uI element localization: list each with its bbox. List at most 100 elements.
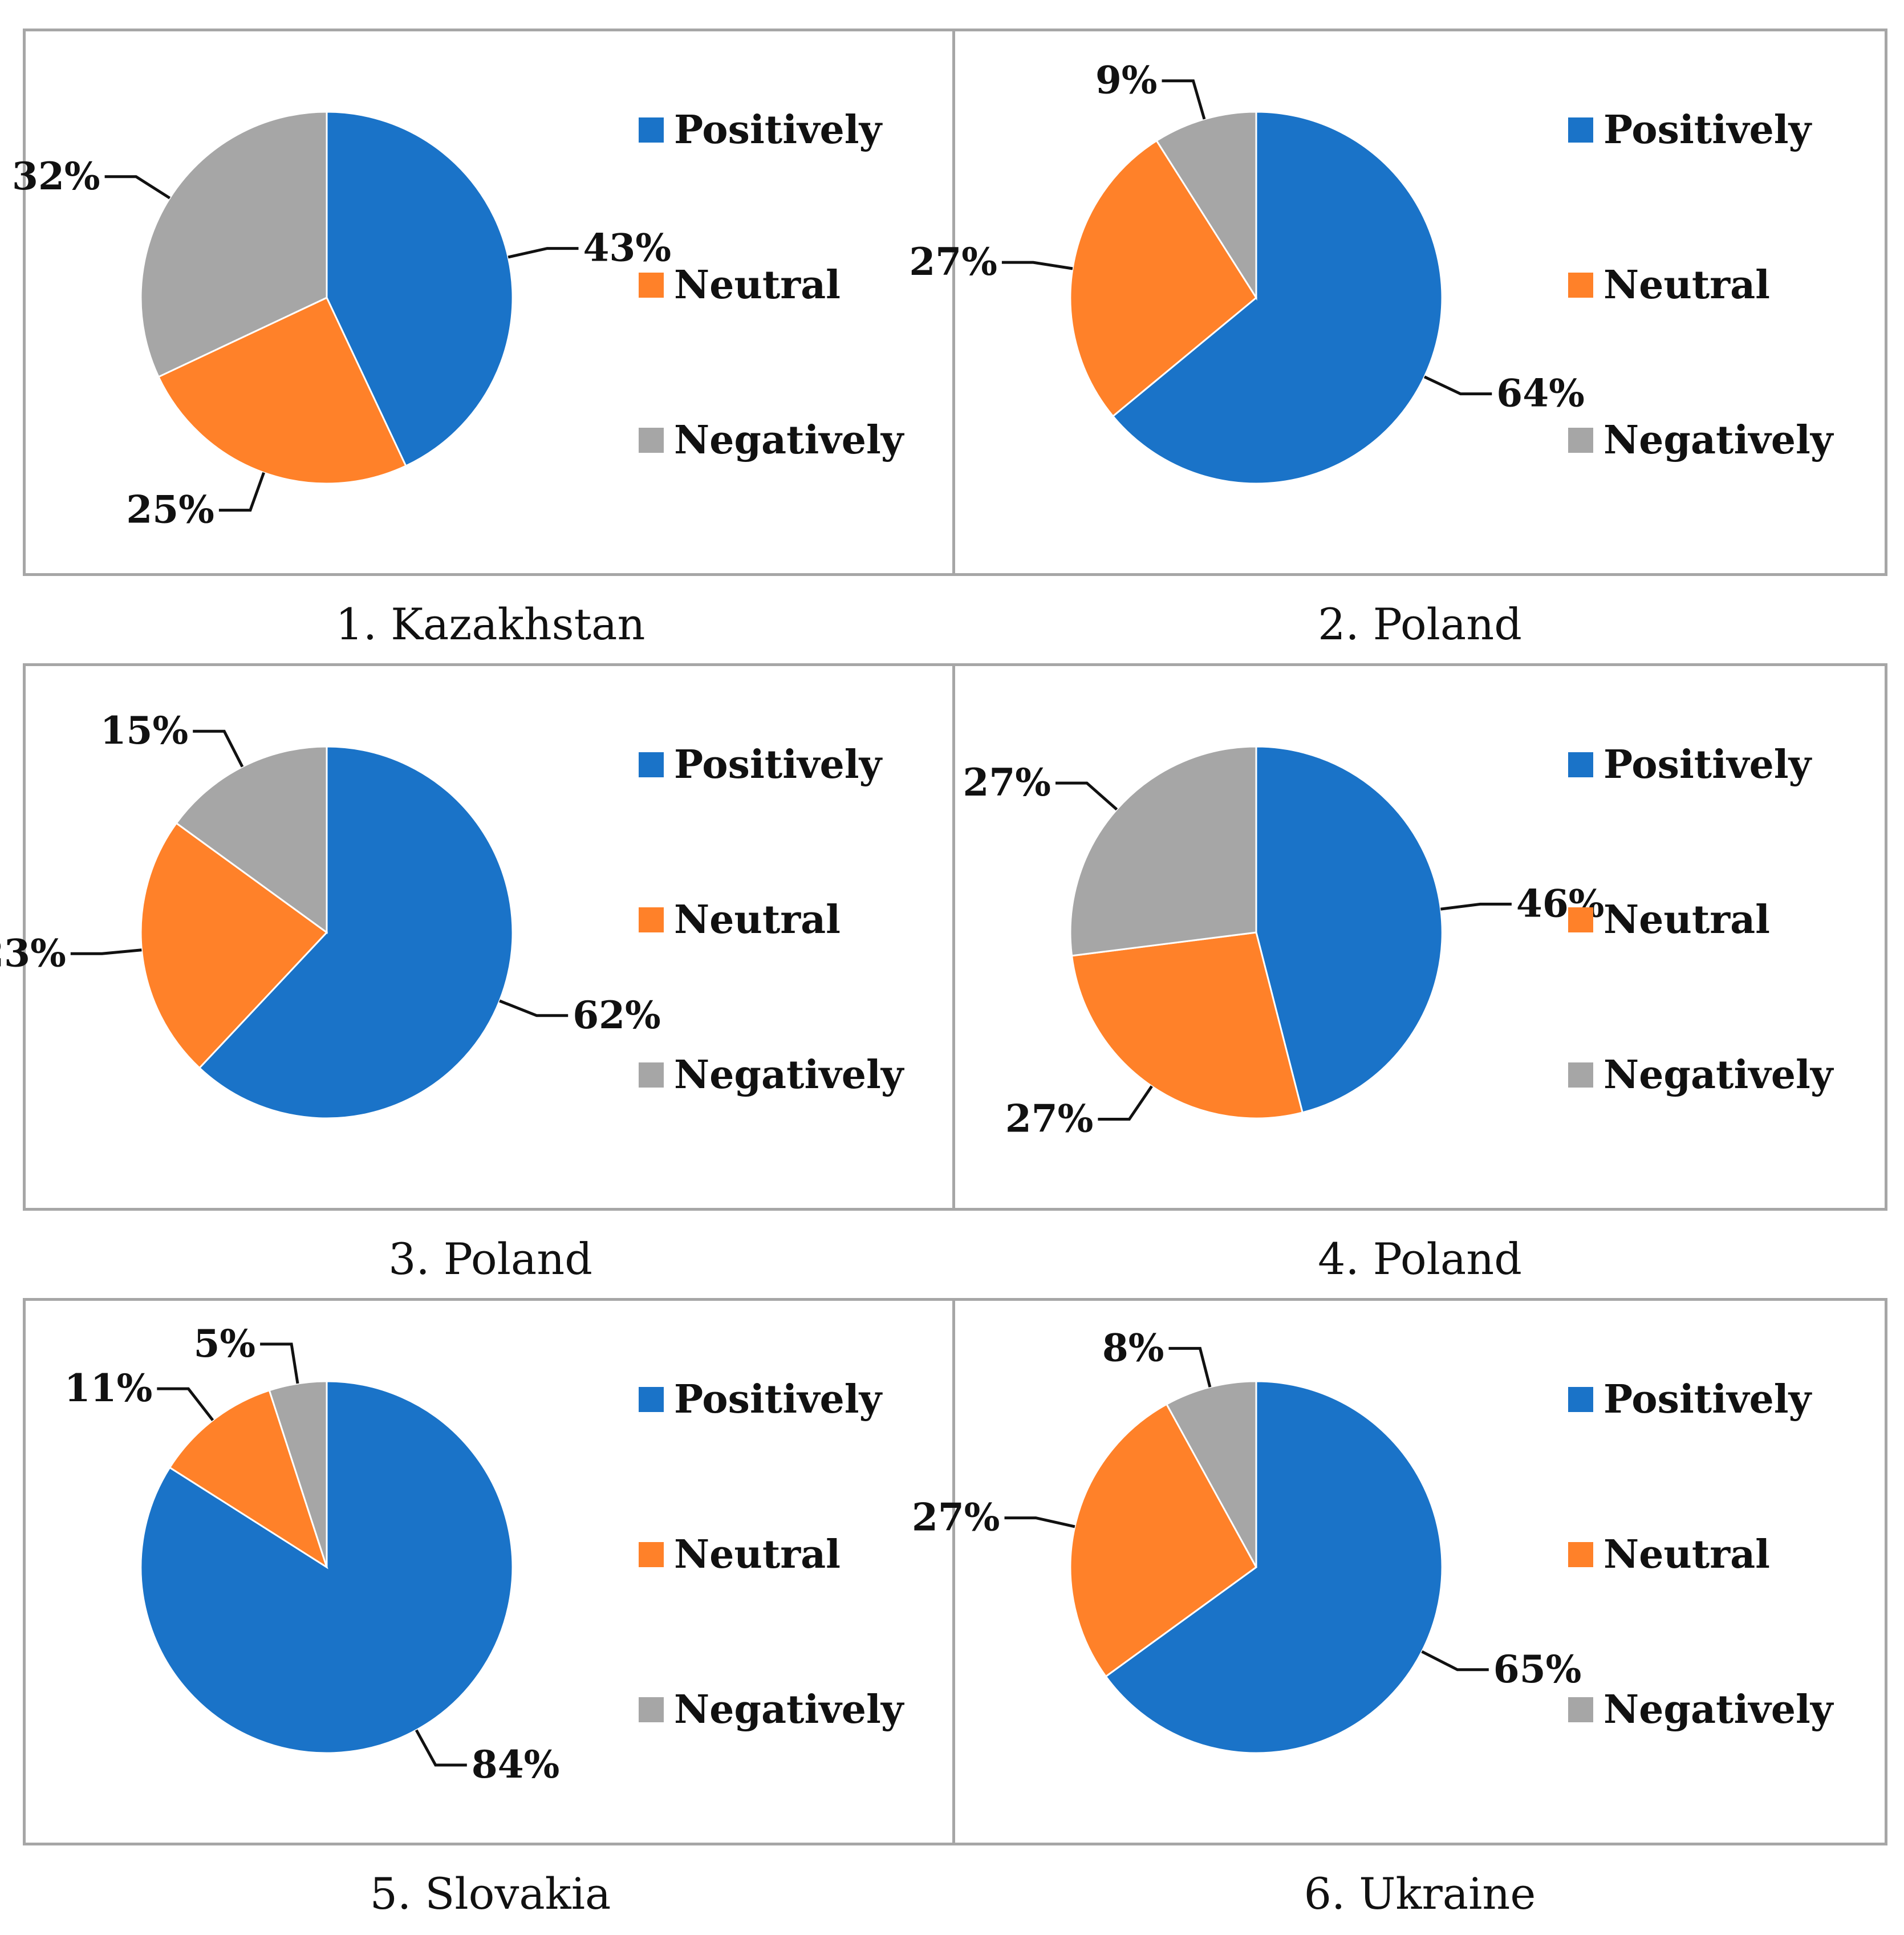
legend-label: Positively (1603, 107, 1813, 153)
legend-label: Negatively (674, 417, 905, 463)
data-label: 84% (472, 1742, 560, 1787)
pie-slice-neutral (1070, 931, 1304, 1119)
data-label: 62% (573, 993, 661, 1037)
pie-slice-negatively (175, 745, 328, 934)
legend-swatch (639, 1697, 664, 1722)
legend-label: Positively (1603, 1377, 1813, 1422)
legend-swatch (1568, 907, 1593, 932)
leader-line (157, 1387, 214, 1421)
legend-swatch (639, 1387, 664, 1412)
leader-line (1440, 902, 1512, 911)
pie-slice-neutral (168, 1389, 328, 1569)
legend-swatch (1568, 428, 1593, 453)
pie-slice-negatively (140, 111, 328, 378)
legend: Positively Neutral Negatively (639, 742, 905, 1098)
leader-line (1055, 781, 1118, 811)
pie-slice-positively (198, 745, 514, 1119)
pie-slice-positively (140, 1380, 514, 1754)
legend: Positively Neutral Negatively (639, 107, 905, 463)
pie-slice-neutral (157, 297, 407, 485)
chart-panel-4: 46% 27% 27% Positively Neutral Negatively 4. … (952, 663, 1887, 1297)
data-label: 11% (64, 1366, 153, 1410)
legend-label: Neutral (1603, 897, 1770, 943)
leader-line (1098, 1085, 1153, 1121)
pie-slices (1069, 111, 1443, 485)
pie-slice-positively (1105, 1380, 1443, 1754)
leader-line (1162, 79, 1206, 120)
leader-line (499, 999, 569, 1017)
legend-swatch (1568, 752, 1593, 777)
legend-label: Positively (674, 107, 883, 153)
data-label: 25% (126, 488, 214, 532)
data-label: 64% (1496, 371, 1585, 416)
pie-slice-negatively (268, 1380, 328, 1568)
legend-label: Negatively (674, 1052, 905, 1098)
legend-label: Negatively (1603, 1687, 1834, 1733)
legend-label: Positively (674, 1377, 883, 1422)
leader-line (1004, 1516, 1075, 1528)
leader-line (193, 729, 244, 768)
legend-label: Neutral (674, 897, 841, 943)
legend-swatch (639, 117, 664, 143)
legend-label: Negatively (674, 1687, 905, 1733)
legend-swatch (1568, 117, 1593, 143)
data-label: 5% (193, 1321, 255, 1366)
leader-line (1423, 375, 1492, 396)
data-label: 27% (1005, 1097, 1094, 1141)
legend: Positively Neutral Negatively (1568, 107, 1834, 463)
legend-swatch (1568, 273, 1593, 298)
leader-line (415, 1729, 467, 1767)
legend-swatch (1568, 1542, 1593, 1567)
chart-caption: 6. Ukraine (1304, 1868, 1536, 1919)
data-label: 32% (12, 154, 100, 198)
legend-swatch (639, 428, 664, 453)
pie-chart-svg: 43% 25% 32% Positively Neutral Negatively (12, 107, 905, 532)
pie-slices (140, 1380, 514, 1754)
legend: Positively Neutral Negatively (639, 1377, 905, 1733)
leader-line (508, 247, 579, 259)
pie-slice-negatively (1069, 745, 1257, 957)
pie-slice-positively (1111, 111, 1443, 485)
legend-label: Negatively (1603, 1052, 1834, 1098)
legend-swatch (639, 1062, 664, 1088)
chart-caption: 1. Kazakhstan (335, 599, 646, 650)
pie-slice-neutral (140, 822, 328, 1069)
data-label: 23% (0, 931, 66, 975)
leader-line (1001, 261, 1073, 270)
chart-panel-2: 64% 27% 9% Positively Neutral Negatively 2. P… (909, 29, 1887, 663)
pie-slices (140, 745, 514, 1119)
chart-caption: 3. Poland (388, 1234, 592, 1284)
chart-panel-1: 43% 25% 32% Positively Neutral Negatively 1. … (12, 29, 958, 663)
chart-panel-5: 84% 11% 5% Positively Neutral Negatively 5. S… (23, 1298, 958, 1932)
chart-panel-6: 65% 27% 8% Positively Neutral Negatively 6. U… (912, 1298, 1887, 1932)
legend-swatch (639, 1542, 664, 1567)
leader-line (1168, 1346, 1212, 1388)
data-label: 9% (1095, 58, 1158, 103)
data-label: 27% (912, 1495, 1000, 1540)
pie-chart-svg: 84% 11% 5% Positively Neutral Negatively (64, 1321, 905, 1787)
legend-swatch (1568, 1697, 1593, 1722)
legend-label: Positively (1603, 742, 1813, 788)
legend-label: Neutral (1603, 262, 1770, 308)
legend-label: Positively (674, 742, 883, 788)
legend-swatch (1568, 1387, 1593, 1412)
chart-caption: 4. Poland (1318, 1234, 1522, 1284)
data-label: 65% (1493, 1647, 1582, 1691)
pie-slice-neutral (1069, 139, 1257, 417)
legend-label: Negatively (1603, 417, 1834, 463)
pie-chart-svg: 64% 27% 9% Positively Neutral Negatively (909, 58, 1834, 485)
data-label: 15% (100, 708, 189, 753)
pie-chart-svg: 65% 27% 8% Positively Neutral Negatively (912, 1325, 1834, 1754)
leader-line (260, 1342, 299, 1384)
leader-line (70, 948, 142, 955)
pie-slices (1069, 1380, 1443, 1754)
data-label: 27% (909, 240, 997, 284)
pie-slice-negatively (1155, 111, 1257, 301)
data-label: 27% (963, 760, 1051, 805)
leader-line (218, 472, 265, 512)
pie-slice-neutral (1069, 1403, 1257, 1678)
legend: Positively Neutral Negatively (1568, 1377, 1834, 1733)
legend-swatch (1568, 1062, 1593, 1088)
